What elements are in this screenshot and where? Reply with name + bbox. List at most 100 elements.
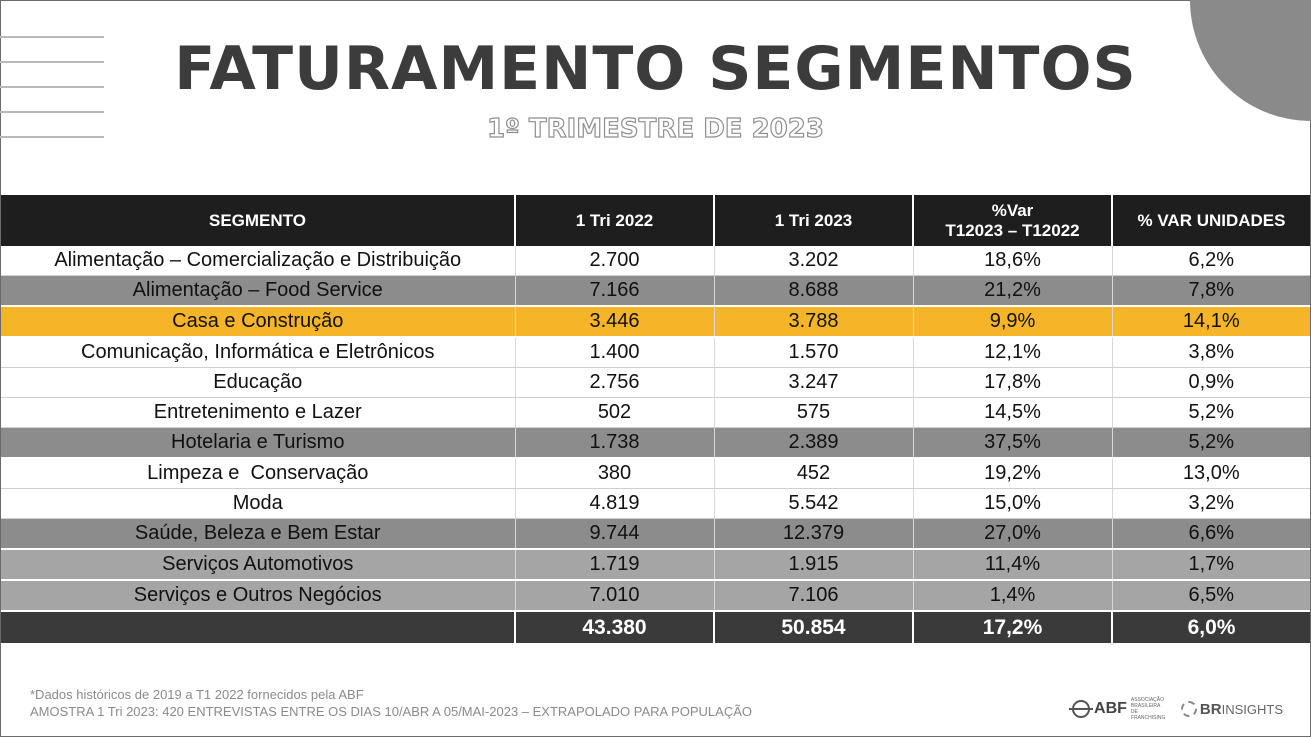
- table-row: Saúde, Beleza e Bem Estar 9.744 12.379 2…: [1, 518, 1310, 550]
- cell-segment: Comunicação, Informática e Eletrônicos: [1, 337, 516, 368]
- cell-2022: 7.010: [515, 580, 715, 612]
- cell-total-var-units: 6,0%: [1112, 611, 1310, 643]
- header-var: %Var T12023 – T12022: [913, 195, 1113, 246]
- abf-logo-icon: [1069, 700, 1094, 718]
- cell-var-units: 13,0%: [1112, 458, 1310, 489]
- header-1tri-2023: 1 Tri 2023: [714, 195, 914, 246]
- cell-2023: 1.915: [714, 549, 914, 581]
- cell-segment: Limpeza e Conservação: [1, 458, 516, 489]
- table-row: Serviços Automotivos 1.719 1.915 11,4% 1…: [1, 549, 1310, 581]
- cell-var: 19,2%: [913, 458, 1113, 489]
- table-row: Comunicação, Informática e Eletrônicos 1…: [1, 337, 1310, 368]
- page-subtitle: 1º TRIMESTRE DE 2023: [486, 113, 824, 144]
- cell-var: 14,5%: [913, 397, 1113, 428]
- cell-2022: 1.738: [515, 427, 715, 459]
- cell-var-units: 6,6%: [1112, 518, 1310, 550]
- cell-total-var: 17,2%: [913, 611, 1113, 643]
- cell-segment: Alimentação – Food Service: [1, 275, 516, 307]
- table-header-row: SEGMENTO 1 Tri 2022 1 Tri 2023 %Var T120…: [1, 195, 1310, 246]
- cell-2022: 2.700: [515, 246, 715, 276]
- cell-var-units: 5,2%: [1112, 397, 1310, 428]
- cell-var-units: 3,8%: [1112, 337, 1310, 368]
- header-var-label: %Var: [991, 200, 1034, 220]
- table-row: Hotelaria e Turismo 1.738 2.389 37,5% 5,…: [1, 427, 1310, 459]
- brinsights-br: BR: [1199, 700, 1222, 718]
- cell-2022: 4.819: [515, 488, 715, 519]
- cell-var-units: 3,2%: [1112, 488, 1310, 519]
- cell-var: 1,4%: [913, 580, 1113, 612]
- cell-var-units: 6,2%: [1112, 246, 1310, 276]
- cell-2022: 3.446: [515, 306, 715, 338]
- cell-var: 9,9%: [913, 306, 1113, 338]
- segments-table: SEGMENTO 1 Tri 2022 1 Tri 2023 %Var T120…: [1, 195, 1310, 643]
- cell-var-units: 14,1%: [1112, 306, 1310, 338]
- cell-segment: Hotelaria e Turismo: [1, 427, 516, 459]
- cell-var: 17,8%: [913, 367, 1113, 398]
- cell-2023: 575: [714, 397, 914, 428]
- cell-2022: 1.400: [515, 337, 715, 368]
- cell-2022: 7.166: [515, 275, 715, 307]
- cell-2023: 12.379: [714, 518, 914, 550]
- page-title: FATURAMENTO SEGMENTOS: [174, 34, 1137, 104]
- cell-var: 27,0%: [913, 518, 1113, 550]
- cell-var: 18,6%: [913, 246, 1113, 276]
- abf-logo: ABF ASSOCIAÇÃO BRASILEIRA DE FRANCHISING: [1069, 697, 1166, 721]
- brinsights-logo: BRINSIGHTS: [1180, 700, 1283, 718]
- cell-2023: 3.788: [714, 306, 914, 338]
- header-1tri-2022: 1 Tri 2022: [515, 195, 715, 246]
- cell-total-2022: 43.380: [515, 611, 715, 643]
- cell-segment: Moda: [1, 488, 516, 519]
- header-segment: SEGMENTO: [1, 195, 516, 246]
- cell-2023: 2.389: [714, 427, 914, 459]
- table-row: Limpeza e Conservação 380 452 19,2% 13,0…: [1, 458, 1310, 489]
- table-row: Alimentação – Comercialização e Distribu…: [1, 246, 1310, 276]
- cell-var: 12,1%: [913, 337, 1113, 368]
- decorative-lines: [0, 36, 104, 161]
- cell-2023: 3.202: [714, 246, 914, 276]
- table-row-highlight: Casa e Construção 3.446 3.788 9,9% 14,1%: [1, 306, 1310, 338]
- cell-segment: Entretenimento e Lazer: [1, 397, 516, 428]
- cell-segment: Saúde, Beleza e Bem Estar: [1, 518, 516, 550]
- cell-2023: 1.570: [714, 337, 914, 368]
- cell-2022: 502: [515, 397, 715, 428]
- cell-segment: Serviços e Outros Negócios: [1, 580, 516, 612]
- brinsights-insights: INSIGHTS: [1221, 701, 1283, 717]
- cell-segment: Alimentação – Comercialização e Distribu…: [1, 246, 516, 276]
- header-var-period: T12023 – T12022: [945, 220, 1080, 240]
- cell-total-label: [1, 611, 516, 643]
- cell-2023: 3.247: [714, 367, 914, 398]
- abf-logo-subtext: ASSOCIAÇÃO BRASILEIRA DE FRANCHISING: [1130, 697, 1166, 721]
- table-row: Entretenimento e Lazer 502 575 14,5% 5,2…: [1, 397, 1310, 428]
- cell-2022: 2.756: [515, 367, 715, 398]
- cell-2023: 7.106: [714, 580, 914, 612]
- table-total-row: 43.380 50.854 17,2% 6,0%: [1, 611, 1310, 643]
- brinsights-logo-icon: [1180, 701, 1197, 717]
- cell-var-units: 0,9%: [1112, 367, 1310, 398]
- cell-2023: 8.688: [714, 275, 914, 307]
- logos: ABF ASSOCIAÇÃO BRASILEIRA DE FRANCHISING…: [1069, 697, 1283, 721]
- cell-2022: 380: [515, 458, 715, 489]
- table-row: Educação 2.756 3.247 17,8% 0,9%: [1, 367, 1310, 398]
- cell-var-units: 6,5%: [1112, 580, 1310, 612]
- cell-var-units: 5,2%: [1112, 427, 1310, 459]
- abf-logo-text: ABF: [1094, 700, 1127, 717]
- table-row: Serviços e Outros Negócios 7.010 7.106 1…: [1, 580, 1310, 612]
- cell-var: 11,4%: [913, 549, 1113, 581]
- footnote-line-2: AMOSTRA 1 Tri 2023: 420 ENTREVISTAS ENTR…: [30, 704, 753, 719]
- cell-segment: Serviços Automotivos: [1, 549, 516, 581]
- cell-segment: Casa e Construção: [1, 306, 516, 338]
- cell-2023: 5.542: [714, 488, 914, 519]
- cell-2023: 452: [714, 458, 914, 489]
- cell-var: 15,0%: [913, 488, 1113, 519]
- cell-var-units: 7,8%: [1112, 275, 1310, 307]
- cell-var-units: 1,7%: [1112, 549, 1310, 581]
- cell-segment: Educação: [1, 367, 516, 398]
- cell-2022: 9.744: [515, 518, 715, 550]
- header-var-unidades: % VAR UNIDADES: [1112, 195, 1310, 246]
- cell-var: 37,5%: [913, 427, 1113, 459]
- table-row: Moda 4.819 5.542 15,0% 3,2%: [1, 488, 1310, 519]
- cell-var: 21,2%: [913, 275, 1113, 307]
- cell-2022: 1.719: [515, 549, 715, 581]
- table-row: Alimentação – Food Service 7.166 8.688 2…: [1, 275, 1310, 307]
- footnote: *Dados históricos de 2019 a T1 2022 forn…: [30, 686, 752, 720]
